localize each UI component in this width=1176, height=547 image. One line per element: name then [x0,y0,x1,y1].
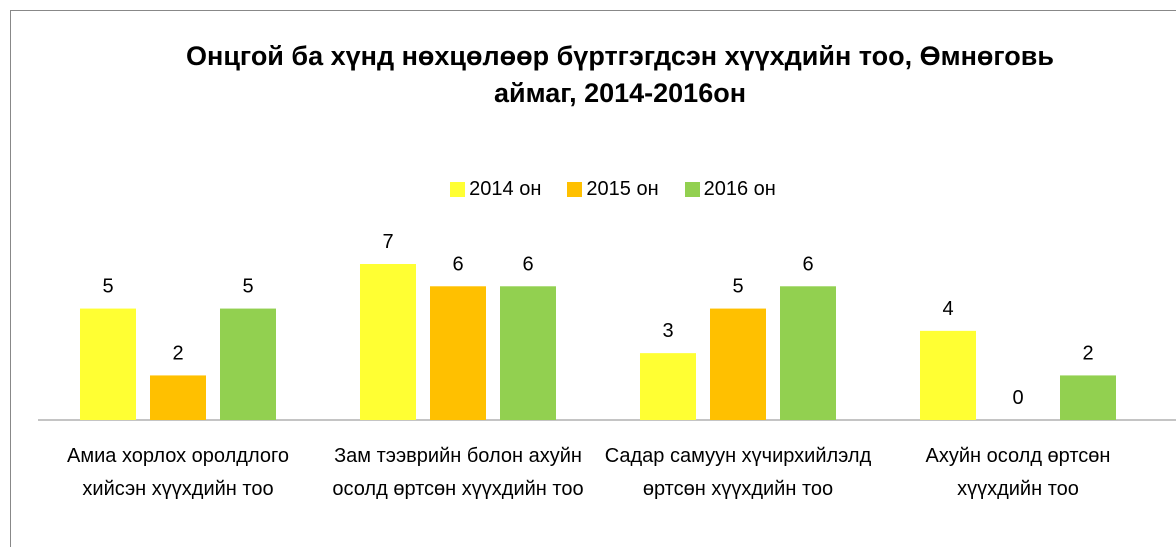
x-tick-label: Амиа хорлох оролдлого хийсэн хүүхдийн то… [67,445,289,500]
bar [920,330,976,420]
legend-label: 2016 он [703,178,776,200]
value-label: 6 [522,253,533,275]
legend-item: 2015 он [567,178,659,201]
chart-frame [10,10,1176,547]
value-label: 0 [1012,387,1023,409]
x-tick-label: Ахуйн осолд өртсөн хүүхдийн тоо [925,445,1111,500]
bar [1060,375,1116,420]
bar [640,353,696,420]
bar [500,286,556,420]
chart-title: Онцгой ба хүнд нөхцөлөөр бүртгэгдсэн хүү… [186,41,1054,108]
legend-label: 2014 он [469,178,542,200]
legend-swatch [450,182,466,197]
value-label: 6 [802,253,813,275]
value-label: 7 [382,231,393,253]
value-label: 5 [242,276,253,298]
value-label: 2 [172,342,183,364]
x-tick-label: Садар самуун хүчирхийлэлд өртсөн хүүхдий… [604,445,872,500]
value-label: 6 [452,253,463,275]
value-label: 2 [1082,342,1093,364]
legend: 2014 он 2015 он 2016 он [0,178,1176,201]
bar [150,375,206,420]
bar [430,286,486,420]
legend-swatch [684,182,700,197]
value-label: 3 [662,320,673,342]
value-label: 5 [732,276,743,298]
bar [220,308,276,420]
bar [80,308,136,420]
legend-swatch [567,182,583,197]
bar [710,308,766,420]
value-label: 4 [942,298,953,320]
bar [780,286,836,420]
bar [360,264,416,420]
x-tick-label: Зам тээврийн болон ахуйн осолд өртсөн хү… [332,445,584,500]
legend-label: 2015 он [586,178,659,200]
legend-item: 2014 он [450,178,541,201]
value-label: 5 [102,276,113,298]
legend-item: 2016 он [684,178,776,201]
